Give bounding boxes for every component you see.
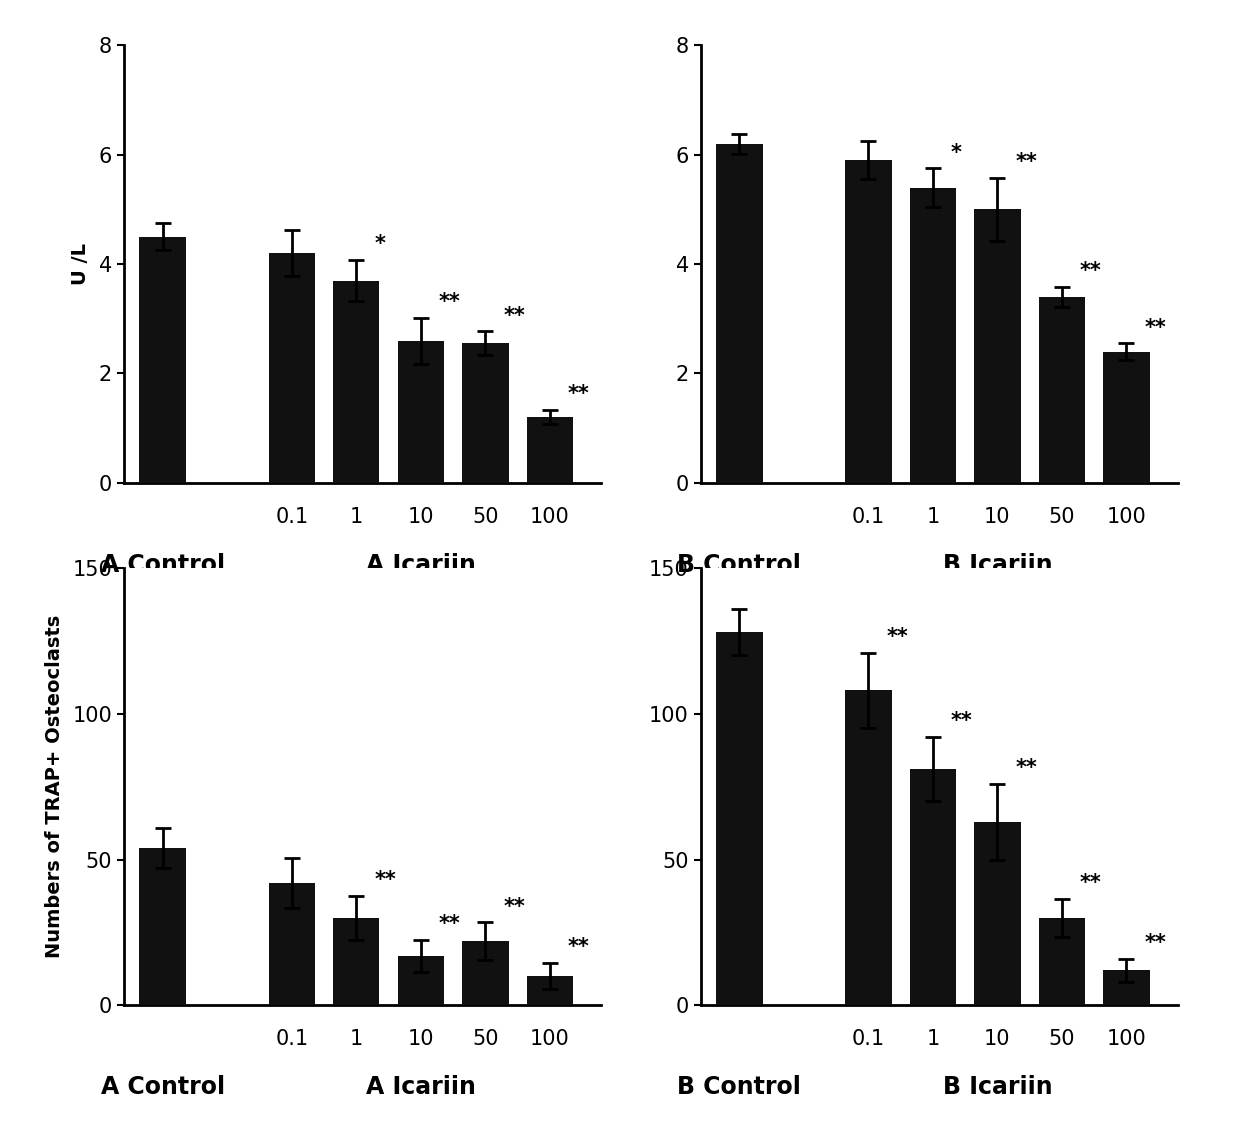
Text: 50: 50 (472, 1029, 498, 1050)
Text: A Icariin: A Icariin (366, 1076, 476, 1100)
Text: A Control: A Control (100, 553, 224, 577)
Bar (269, 883, 315, 1005)
Text: **: ** (1016, 758, 1037, 778)
Text: **: ** (568, 384, 589, 404)
Text: 0.1: 0.1 (852, 1029, 885, 1050)
Text: B Control: B Control (677, 1076, 801, 1100)
Bar (975, 209, 1021, 483)
Text: 100: 100 (1106, 507, 1146, 527)
Text: 0.1: 0.1 (852, 507, 885, 527)
Text: A Control: A Control (100, 1076, 224, 1100)
Bar (1104, 352, 1149, 483)
Text: 100: 100 (529, 1029, 569, 1050)
Text: 1: 1 (926, 507, 940, 527)
Text: 1: 1 (350, 507, 363, 527)
Bar (975, 821, 1021, 1005)
Text: 100: 100 (529, 507, 569, 527)
Text: B Control: B Control (677, 553, 801, 577)
Text: *: * (374, 234, 386, 254)
Text: **: ** (1145, 318, 1166, 337)
Text: A Icariin: A Icariin (366, 553, 476, 577)
Text: 50: 50 (1049, 507, 1075, 527)
Text: 1: 1 (350, 1029, 363, 1050)
Bar (910, 187, 956, 483)
Text: **: ** (439, 914, 460, 934)
Bar (463, 942, 508, 1005)
Text: *: * (951, 143, 962, 162)
Text: 0.1: 0.1 (275, 1029, 309, 1050)
Text: 50: 50 (472, 507, 498, 527)
Bar (398, 341, 444, 483)
Bar (398, 955, 444, 1005)
Bar (1039, 296, 1085, 483)
Text: **: ** (951, 711, 972, 732)
Text: 50: 50 (1049, 1029, 1075, 1050)
Text: **: ** (887, 627, 908, 646)
Text: B Icariin: B Icariin (942, 1076, 1053, 1100)
Text: **: ** (1145, 933, 1166, 953)
Text: 0.1: 0.1 (275, 507, 309, 527)
Bar (139, 236, 186, 483)
Text: 10: 10 (408, 507, 434, 527)
Bar (334, 918, 379, 1005)
Bar (715, 632, 763, 1005)
Text: **: ** (568, 937, 589, 958)
Text: **: ** (503, 306, 525, 326)
Bar (139, 847, 186, 1005)
Text: 100: 100 (1106, 1029, 1146, 1050)
Text: 10: 10 (985, 1029, 1011, 1050)
Text: **: ** (1080, 261, 1101, 282)
Text: 10: 10 (985, 507, 1011, 527)
Bar (527, 976, 573, 1005)
Bar (1104, 970, 1149, 1005)
Text: **: ** (374, 870, 396, 891)
Y-axis label: U /L: U /L (72, 243, 91, 285)
Bar (334, 281, 379, 483)
Y-axis label: Numbers of TRAP+ Osteoclasts: Numbers of TRAP+ Osteoclasts (45, 615, 64, 959)
Bar (715, 144, 763, 483)
Text: 10: 10 (408, 1029, 434, 1050)
Bar (1039, 918, 1085, 1005)
Text: **: ** (1080, 874, 1101, 893)
Bar (910, 769, 956, 1005)
Bar (463, 343, 508, 483)
Text: **: ** (439, 292, 460, 312)
Text: B Icariin: B Icariin (942, 553, 1053, 577)
Bar (527, 417, 573, 483)
Text: 1: 1 (926, 1029, 940, 1050)
Bar (846, 691, 892, 1005)
Text: **: ** (1016, 152, 1037, 172)
Text: **: ** (503, 896, 525, 917)
Bar (269, 253, 315, 483)
Bar (846, 160, 892, 483)
